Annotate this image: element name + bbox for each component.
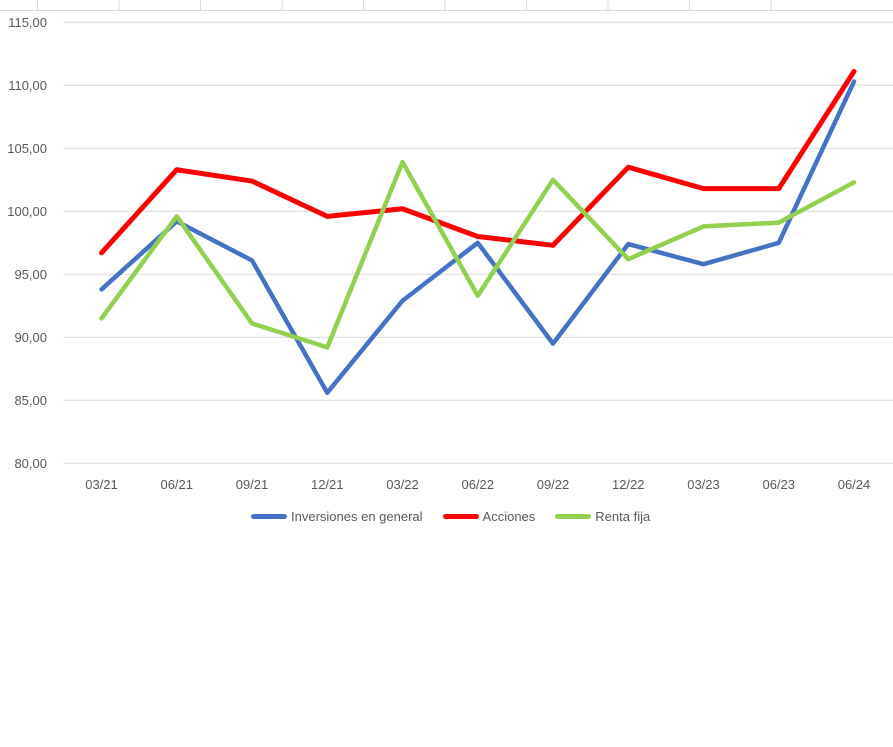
y-tick-label-90: 90,00	[14, 329, 47, 345]
chart-legend: Inversiones en general Acciones Renta fi…	[251, 509, 650, 524]
legend-swatch-blue-line	[251, 514, 287, 519]
x-tick-label-09-21: 09/21	[235, 477, 269, 492]
y-tick-label-100: 100,00	[7, 203, 47, 219]
y-tick-label-85: 85,00	[14, 392, 47, 408]
x-tick-label-06-22: 06/22	[461, 477, 495, 492]
x-tick-label-06-24: 06/24	[837, 477, 871, 492]
y-tick-label-95: 95,00	[14, 266, 47, 282]
legend-label: Acciones	[482, 509, 536, 524]
x-tick-label-06-21: 06/21	[160, 477, 194, 492]
series-line-renta-fija	[99, 159, 857, 350]
series-line-inversiones-en-general	[99, 79, 857, 395]
x-tick-label-03-21: 03/21	[85, 477, 118, 492]
series-line-acciones	[99, 68, 857, 256]
y-tick-label-105: 105,00	[7, 140, 47, 156]
y-tick-label-80: 80,00	[14, 455, 47, 471]
x-tick-label-12-22: 12/22	[611, 477, 645, 492]
legend-label: Inversiones en general	[291, 509, 423, 524]
legend-swatch-red-line	[442, 514, 479, 519]
x-tick-label-03-22: 03/22	[386, 477, 419, 492]
y-tick-label-115: 115,00	[8, 14, 47, 30]
y-tick-label-110: 110,00	[8, 77, 47, 93]
legend-item-renta-fija: Renta fija	[555, 509, 650, 524]
x-tick-label-06-23: 06/23	[762, 477, 796, 492]
spreadsheet-grid-strip	[0, 0, 893, 11]
legend-label: Renta fija	[595, 509, 651, 524]
x-tick-label-03-23: 03/23	[687, 477, 720, 492]
gridlines	[63, 21, 893, 464]
x-tick-label-09-22: 09/22	[536, 477, 570, 492]
chart-area[interactable]: 115,00 110,00 105,00 100,00 95,00 90,00 85,00 8…	[0, 11, 893, 747]
legend-item-acciones: Acciones	[442, 509, 536, 524]
series-lines	[99, 68, 857, 395]
x-tick-label-12-21: 12/21	[310, 477, 344, 492]
legend-swatch-green-line	[555, 514, 592, 519]
legend-item-inversiones-en-general: Inversiones en general	[251, 509, 423, 524]
